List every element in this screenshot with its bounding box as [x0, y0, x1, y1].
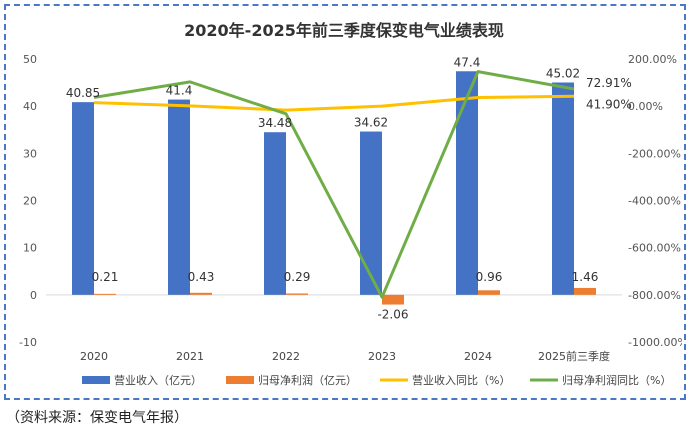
chart-title: 2020年-2025年前三季度保变电气业绩表现: [184, 21, 504, 40]
revenue-data-label: 34.62: [354, 116, 388, 130]
left-axis-tick-label: 40: [23, 100, 37, 113]
bar-revenue: [264, 132, 286, 295]
right-axis-tick-label: 0.00%: [628, 100, 663, 113]
revenue-data-label: 47.4: [454, 55, 481, 69]
legend-label: 归母净利润同比（%）: [562, 373, 671, 387]
line-net-profit-yoy: [93, 70, 575, 299]
x-axis-tick-label: 2022: [272, 350, 300, 363]
net-profit-data-label: -2.06: [377, 308, 408, 322]
revenue-data-label: 40.85: [66, 86, 100, 100]
bar-revenue: [72, 102, 94, 295]
x-axis-tick-label: 2025前三季度: [538, 349, 610, 363]
left-axis-tick-label: -10: [19, 336, 37, 349]
bar-net-profit: [574, 287, 596, 295]
bar-revenue: [456, 71, 478, 295]
right-axis-tick-label: 200.00%: [628, 53, 677, 66]
net-profit-data-label: 0.21: [92, 270, 119, 284]
right-axis-tick-label: -1000.00%: [628, 336, 682, 349]
legend-label: 营业收入（亿元）: [114, 373, 202, 387]
x-axis-tick-label: 2021: [176, 350, 204, 363]
net-profit-data-label: 1.46: [572, 270, 599, 284]
left-axis-tick-label: 20: [23, 195, 37, 208]
left-axis-tick-label: 50: [23, 53, 37, 66]
bar-net-profit: [382, 294, 404, 305]
chart-frame: 2020年-2025年前三季度保变电气业绩表现 -10 0 10 20 30 40 50 -10…: [4, 4, 686, 400]
revenue-data-label: 34.48: [258, 116, 292, 130]
revenue-yoy-data-label: 41.90%: [586, 97, 632, 111]
bar-net-profit: [478, 290, 500, 295]
legend-label: 归母净利润（亿元）: [258, 373, 357, 387]
bar-net-profit: [190, 292, 212, 295]
legend-swatch: [226, 376, 254, 384]
bar-net-profit: [286, 293, 308, 295]
combo-chart: 2020年-2025年前三季度保变电气业绩表现 -10 0 10 20 30 40 50 -10…: [19, 21, 682, 387]
left-axis-tick-label: 30: [23, 147, 37, 160]
right-axis-tick-label: -200.00%: [628, 147, 681, 160]
net-profit-data-label: 0.96: [476, 270, 503, 284]
net-profit-yoy-data-label: 72.91%: [586, 76, 632, 90]
revenue-data-label: 45.02: [546, 66, 580, 80]
bar-revenue: [552, 82, 574, 295]
right-axis-tick-label: -400.00%: [628, 195, 681, 208]
x-axis-tick-label: 2023: [368, 350, 396, 363]
bar-revenue: [360, 131, 382, 295]
bar-revenue: [168, 99, 190, 295]
legend-label: 营业收入同比（%）: [412, 373, 510, 387]
net-profit-data-label: 0.29: [284, 270, 311, 284]
right-axis-tick-label: -600.00%: [628, 242, 681, 255]
legend-swatch: [82, 376, 110, 384]
revenue-data-label: 41.4: [166, 84, 193, 98]
x-axis-tick-label: 2024: [464, 350, 492, 363]
x-axis-tick-label: 2020: [80, 350, 108, 363]
bar-net-profit: [94, 293, 116, 295]
left-axis-tick-label: 0: [30, 289, 37, 302]
line-revenue-yoy: [93, 94, 575, 112]
net-profit-data-label: 0.43: [188, 270, 215, 284]
left-axis-tick-label: 10: [23, 242, 37, 255]
source-note: （资料来源：保变电气年报）: [6, 410, 188, 426]
right-axis-tick-label: -800.00%: [628, 289, 681, 302]
